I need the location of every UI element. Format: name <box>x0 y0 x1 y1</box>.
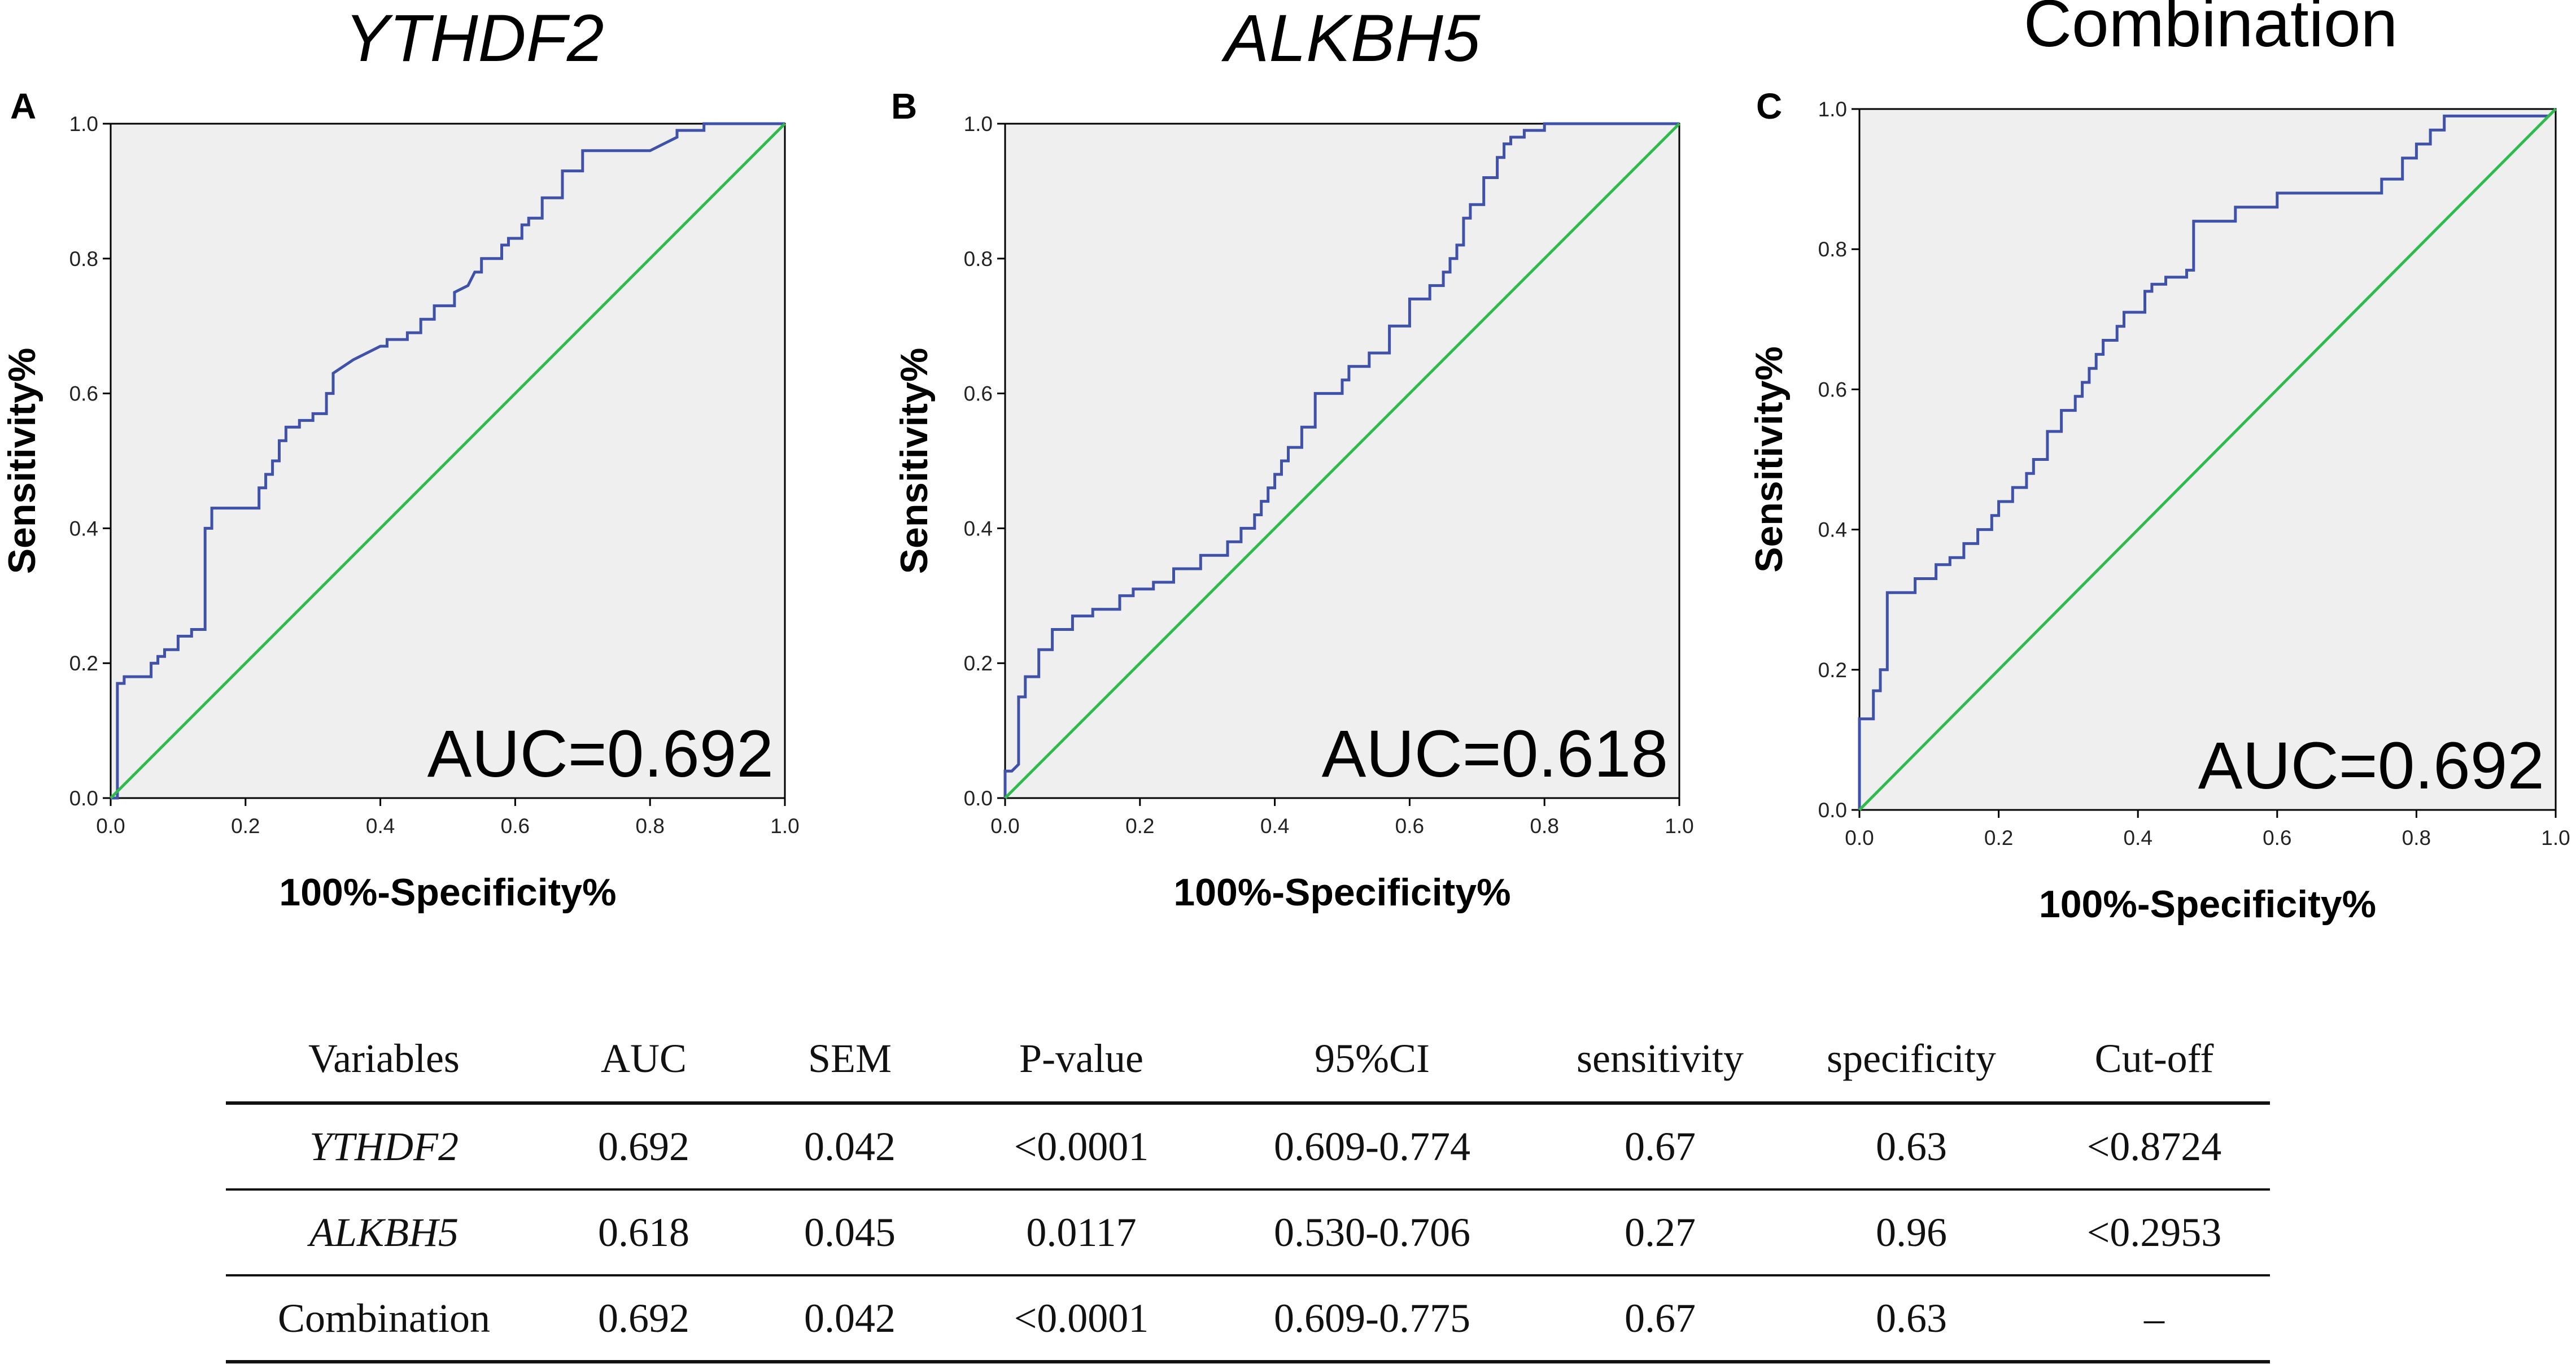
x-tick-label: 0.6 <box>1395 814 1424 838</box>
table-cell: 0.692 <box>542 1275 745 1363</box>
table-header-cell: AUC <box>542 1016 745 1105</box>
table-cell: 0.96 <box>1784 1189 2038 1276</box>
y-tick-label: 1.0 <box>69 112 98 136</box>
y-tick-label: 1.0 <box>1818 98 1847 121</box>
table-row: YTHDF2 0.692 0.042 <0.0001 0.609-0.774 0.67 0.… <box>226 1103 2270 1191</box>
table-row: Combination 0.692 0.042 <0.0001 0.609-0.775 0… <box>226 1275 2270 1363</box>
panel-letter: A <box>10 86 36 127</box>
y-tick-label: 0.6 <box>1818 378 1847 401</box>
panel-a: YTHDF2 A 0.0 0.2 0.4 0.6 0.8 1.0 0.0 0.2 0.4 0.6 0.8… <box>1 1 800 914</box>
table-header-cell: 95%CI <box>1208 1016 1536 1105</box>
roc-curve <box>1858 108 2557 810</box>
variable-cell: ALKBH5 <box>226 1189 542 1276</box>
chart-title: Combination <box>2024 0 2398 61</box>
panel-letter: B <box>891 86 917 127</box>
table-cell: <0.2953 <box>2038 1189 2270 1276</box>
table-header-cell: Cut-off <box>2038 1016 2270 1105</box>
variable-cell: YTHDF2 <box>226 1103 542 1191</box>
table-cell: 0.609-0.775 <box>1208 1275 1536 1363</box>
x-tick-label: 1.0 <box>770 814 799 838</box>
x-tick-label: 0.8 <box>635 814 664 838</box>
x-tick-label: 1.0 <box>2541 826 2570 849</box>
x-tick-label: 0.6 <box>501 814 530 838</box>
table-cell: <0.0001 <box>954 1275 1208 1363</box>
table-row: ALKBH5 0.618 0.045 0.0117 0.530-0.706 0.27 0.9… <box>226 1189 2270 1276</box>
y-tick-label: 0.4 <box>69 517 98 540</box>
table-header-cell: P-value <box>954 1016 1208 1105</box>
y-tick-label: 0.2 <box>1818 659 1847 682</box>
table-cell: <0.0001 <box>954 1103 1208 1191</box>
x-tick-label: 0.2 <box>1984 826 2013 849</box>
panel-b: ALKBH5 B 0.0 0.2 0.4 0.6 0.8 1.0 0.0 0.2 0.4 0.6 0.8… <box>891 1 1694 914</box>
roc-curve <box>1003 122 1679 798</box>
y-tick-label: 0.4 <box>1818 518 1847 542</box>
x-axis-label: 100%-Specificity% <box>2039 883 2376 926</box>
panel-c: Combination C 0.0 0.2 0.4 0.6 0.8 1.0 0.0 0.2 0.4 0… <box>1748 0 2570 926</box>
x-tick-label: 0.0 <box>96 814 125 838</box>
table-header-row: Variables AUC SEM P-value 95%CI sensitivity sp… <box>226 1016 2270 1105</box>
y-axis-label: Sensitivity% <box>1748 346 1791 573</box>
table-cell: 0.045 <box>745 1189 954 1276</box>
table-cell: 0.530-0.706 <box>1208 1189 1536 1276</box>
x-tick-label: 0.8 <box>1530 814 1558 838</box>
x-tick-label: 0.2 <box>1125 814 1154 838</box>
y-tick-label: 0.2 <box>964 652 993 675</box>
x-tick-label: 0.6 <box>2263 826 2291 849</box>
y-tick-label: 0.8 <box>964 247 993 271</box>
chart-title: ALKBH5 <box>1221 1 1481 76</box>
x-axis-label: 100%-Specificity% <box>1173 871 1510 914</box>
auc-annotation: AUC=0.618 <box>1322 717 1668 791</box>
y-tick-label: 1.0 <box>964 112 993 136</box>
roc-curve <box>111 122 785 800</box>
table-cell: 0.67 <box>1536 1103 1784 1191</box>
panel-letter: C <box>1756 86 1782 127</box>
table-cell: 0.67 <box>1536 1275 1784 1363</box>
roc-statistics-table: Variables AUC SEM P-value 95%CI sensitivity sp… <box>226 1016 2270 1363</box>
y-axis-label: Sensitivity% <box>1 348 43 574</box>
x-axis-label: 100%-Specificity% <box>279 871 616 914</box>
table-cell: 0.618 <box>542 1189 745 1276</box>
chart-title: YTHDF2 <box>345 1 604 76</box>
table-cell: 0.63 <box>1784 1103 2038 1191</box>
table-cell: 0.63 <box>1784 1275 2038 1363</box>
x-tick-label: 0.0 <box>990 814 1019 838</box>
x-tick-label: 0.2 <box>231 814 260 838</box>
y-tick-label: 0.2 <box>69 652 98 675</box>
roc-figure: YTHDF2 A 0.0 0.2 0.4 0.6 0.8 1.0 0.0 0.2 0.4 0.6 0.8… <box>1 0 2570 926</box>
x-tick-label: 0.4 <box>2123 826 2152 849</box>
y-tick-label: 0.6 <box>69 382 98 406</box>
table-cell: – <box>2038 1275 2270 1363</box>
table-cell: 0.27 <box>1536 1189 1784 1276</box>
x-tick-label: 0.8 <box>2402 826 2431 849</box>
table-cell: 0.609-0.774 <box>1208 1103 1536 1191</box>
table-cell: 0.042 <box>745 1275 954 1363</box>
table-header-cell: SEM <box>745 1016 954 1105</box>
auc-annotation: AUC=0.692 <box>2198 729 2544 803</box>
x-tick-label: 0.4 <box>366 814 395 838</box>
y-tick-label: 0.0 <box>1818 799 1847 822</box>
variable-cell: Combination <box>226 1275 542 1363</box>
y-tick-label: 0.8 <box>1818 238 1847 261</box>
table-cell: 0.0117 <box>954 1189 1208 1276</box>
y-tick-label: 0.6 <box>964 382 993 406</box>
y-tick-label: 0.8 <box>69 247 98 271</box>
reference-line <box>1858 108 2557 811</box>
table-cell: 0.692 <box>542 1103 745 1191</box>
y-tick-label: 0.0 <box>964 787 993 810</box>
x-tick-label: 0.0 <box>1845 826 1874 849</box>
table-header-cell: Variables <box>226 1016 542 1105</box>
x-tick-label: 1.0 <box>1665 814 1693 838</box>
table-cell: <0.8724 <box>2038 1103 2270 1191</box>
table-header-cell: sensitivity <box>1536 1016 1784 1105</box>
y-tick-label: 0.4 <box>964 517 993 540</box>
table-header-cell: specificity <box>1784 1016 2038 1105</box>
table-cell: 0.042 <box>745 1103 954 1191</box>
reference-line <box>1004 123 1680 799</box>
reference-line <box>110 123 786 799</box>
auc-annotation: AUC=0.692 <box>427 717 774 791</box>
x-tick-label: 0.4 <box>1260 814 1289 838</box>
y-axis-label: Sensitivity% <box>893 348 936 574</box>
y-tick-label: 0.0 <box>69 787 98 810</box>
